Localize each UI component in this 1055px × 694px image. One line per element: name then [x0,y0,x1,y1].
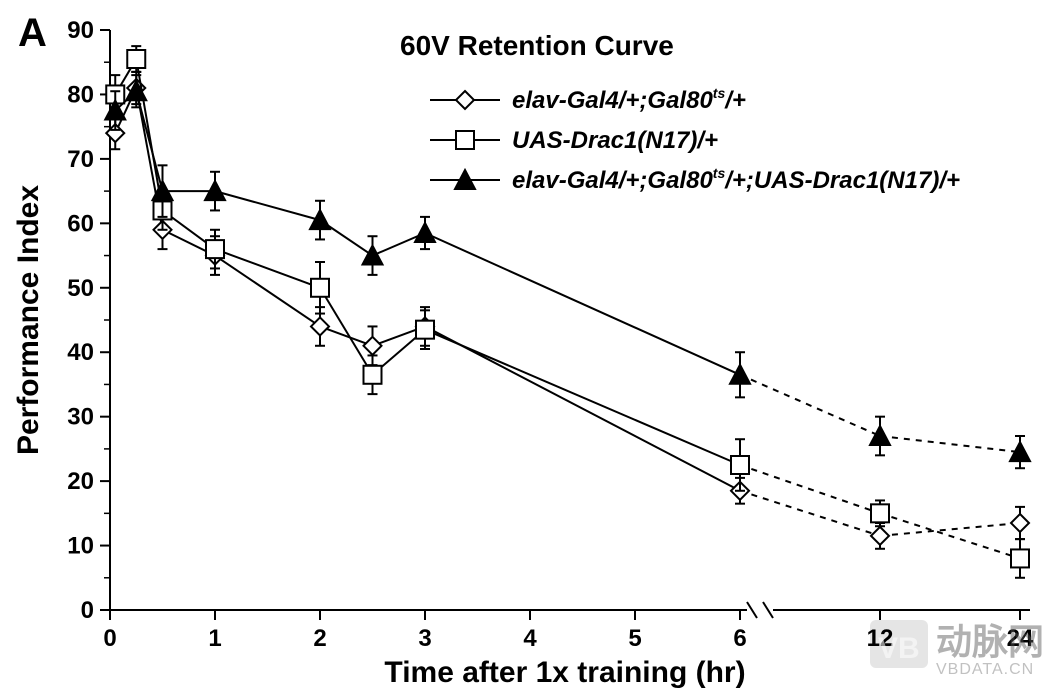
y-tick-label: 40 [67,339,94,366]
y-tick-label: 90 [67,17,94,44]
series-line [740,465,880,513]
y-tick-label: 10 [67,533,94,560]
y-tick-label: 70 [67,146,94,173]
series-line [425,233,740,375]
retention-curve-chart: A010203040506070809001234561224Time afte… [0,0,1055,689]
series-line [320,288,373,375]
x-tick-label: 1 [208,625,221,652]
series-line [215,191,320,220]
y-tick-label: 60 [67,210,94,237]
chart-container: A010203040506070809001234561224Time afte… [0,0,1055,689]
series-line [740,375,880,436]
series-line [425,326,740,490]
x-tick-label: 4 [523,625,537,652]
series-line [880,513,1020,558]
series-line [740,491,880,536]
series-line [425,330,740,465]
x-tick-label: 2 [313,625,326,652]
x-tick-label: 5 [628,625,641,652]
x-tick-label: 6 [733,625,746,652]
series-line [880,523,1020,536]
svg-text:VB: VB [878,632,920,665]
series-line [215,256,320,327]
svg-text:VBDATA.CN: VBDATA.CN [936,661,1034,678]
watermark: VB 动脉网VBDATA.CN [870,620,1044,678]
x-axis-title: Time after 1x training (hr) [384,656,745,689]
y-tick-label: 50 [67,275,94,302]
series-line [215,249,320,288]
y-tick-label: 30 [67,404,94,431]
legend-label: UAS-Drac1(N17)/+ [512,127,718,154]
y-tick-label: 0 [81,597,94,624]
series-line [880,436,1020,452]
legend-label: elav-Gal4/+;Gal80ts/+;UAS-Drac1(N17)/+ [512,165,960,194]
x-tick-label: 0 [103,625,116,652]
y-axis-title: Performance Index [12,185,45,455]
y-tick-label: 80 [67,81,94,108]
svg-text:动脉网: 动脉网 [936,622,1044,662]
panel-label: A [18,11,47,55]
y-tick-label: 20 [67,468,94,495]
legend-label: elav-Gal4/+;Gal80ts/+ [512,85,746,114]
x-tick-label: 3 [418,625,431,652]
chart-title: 60V Retention Curve [400,30,674,61]
series-line [136,91,162,191]
